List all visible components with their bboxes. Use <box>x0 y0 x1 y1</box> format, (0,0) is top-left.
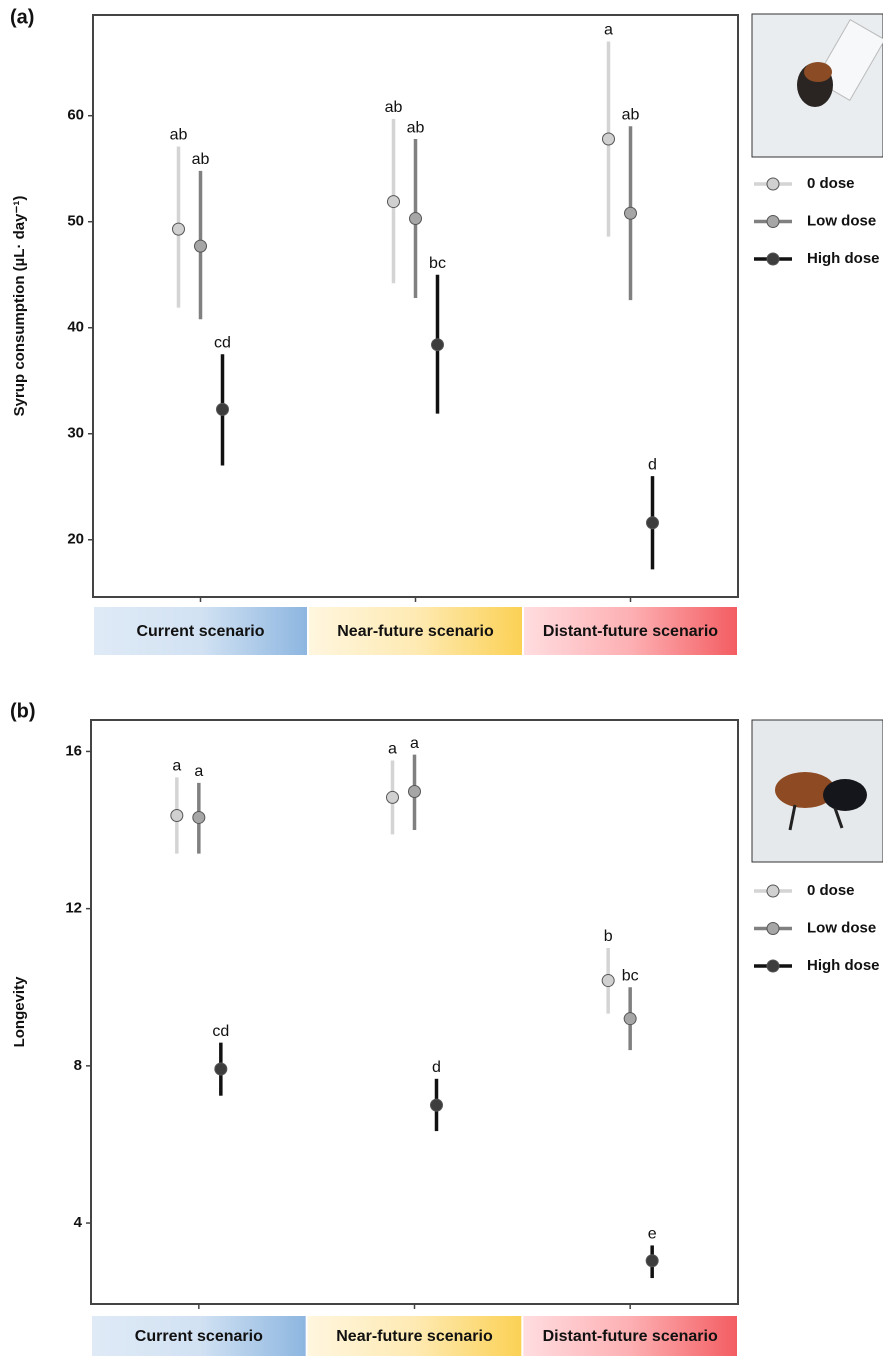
category-strip <box>307 1316 522 1356</box>
y-tick-label: 40 <box>67 319 84 336</box>
significance-letter: bc <box>429 255 446 272</box>
significance-letter: d <box>432 1059 441 1076</box>
x-tick-label: Current scenario <box>136 623 264 640</box>
x-tick-label: Near-future scenario <box>336 1328 493 1345</box>
legend-label: 0 dose <box>807 175 855 192</box>
y-tick-label: 50 <box>67 213 84 230</box>
plot-frame <box>92 14 739 598</box>
legend-marker <box>766 922 780 935</box>
y-tick-label: 16 <box>65 742 82 759</box>
panel-label: (b) <box>10 700 36 722</box>
x-tick-label: Current scenario <box>135 1328 263 1345</box>
significance-letter: ab <box>385 99 403 116</box>
legend-marker <box>766 177 780 191</box>
photo <box>751 13 883 158</box>
significance-letter: ab <box>622 107 640 124</box>
point <box>430 1098 443 1112</box>
point <box>623 1012 637 1026</box>
significance-letter: a <box>388 741 397 758</box>
point <box>409 212 422 226</box>
legend-label: High dose <box>807 250 880 267</box>
legend-label: Low dose <box>807 212 876 229</box>
point <box>170 808 184 822</box>
significance-letter: e <box>648 1226 657 1243</box>
legend-label: Low dose <box>807 919 876 936</box>
point <box>194 239 207 253</box>
point <box>387 195 400 209</box>
point <box>216 402 229 416</box>
significance-letter: bc <box>622 967 639 984</box>
point <box>602 132 615 146</box>
legend-label: High dose <box>807 957 880 974</box>
legend-label: 0 dose <box>807 882 855 899</box>
point <box>431 338 444 352</box>
x-tick-label: Distant-future scenario <box>543 623 718 640</box>
category-strip <box>523 1316 737 1356</box>
category-strip <box>94 607 307 655</box>
y-tick-label: 12 <box>65 900 82 917</box>
category-strip <box>309 607 522 655</box>
significance-letter: d <box>648 456 657 473</box>
y-tick-label: 30 <box>67 425 84 442</box>
significance-letter: ab <box>407 119 425 136</box>
significance-letter: a <box>604 22 613 39</box>
photo <box>751 719 883 863</box>
legend-marker <box>766 215 780 228</box>
y-tick-label: 8 <box>74 1057 82 1074</box>
legend-marker <box>766 252 780 266</box>
significance-letter: a <box>172 758 181 775</box>
x-tick-label: Near-future scenario <box>337 623 494 640</box>
legend-marker <box>766 884 780 898</box>
x-tick-label: Distant-future scenario <box>543 1328 718 1345</box>
category-strip <box>92 1316 306 1356</box>
significance-letter: ab <box>170 127 188 144</box>
y-tick-label: 4 <box>74 1214 83 1231</box>
point <box>646 516 659 530</box>
y-axis-label: Syrup consumption (µL· day⁻¹) <box>11 196 28 417</box>
point <box>386 790 399 804</box>
point <box>408 785 421 799</box>
significance-letter: b <box>604 928 613 945</box>
point <box>172 222 185 236</box>
significance-letter: a <box>410 735 419 752</box>
point <box>601 974 615 988</box>
significance-letter: cd <box>212 1023 229 1040</box>
point <box>214 1062 228 1076</box>
significance-letter: cd <box>214 334 231 351</box>
legend-marker <box>766 959 780 973</box>
y-axis-label: Longevity <box>11 976 28 1047</box>
point <box>192 810 206 824</box>
point <box>624 206 637 220</box>
point <box>645 1254 659 1268</box>
significance-letter: ab <box>192 151 210 168</box>
panel-label: (a) <box>10 6 34 28</box>
significance-letter: a <box>194 763 203 780</box>
y-tick-label: 60 <box>67 107 84 124</box>
category-strip <box>524 607 737 655</box>
y-tick-label: 20 <box>67 531 84 548</box>
